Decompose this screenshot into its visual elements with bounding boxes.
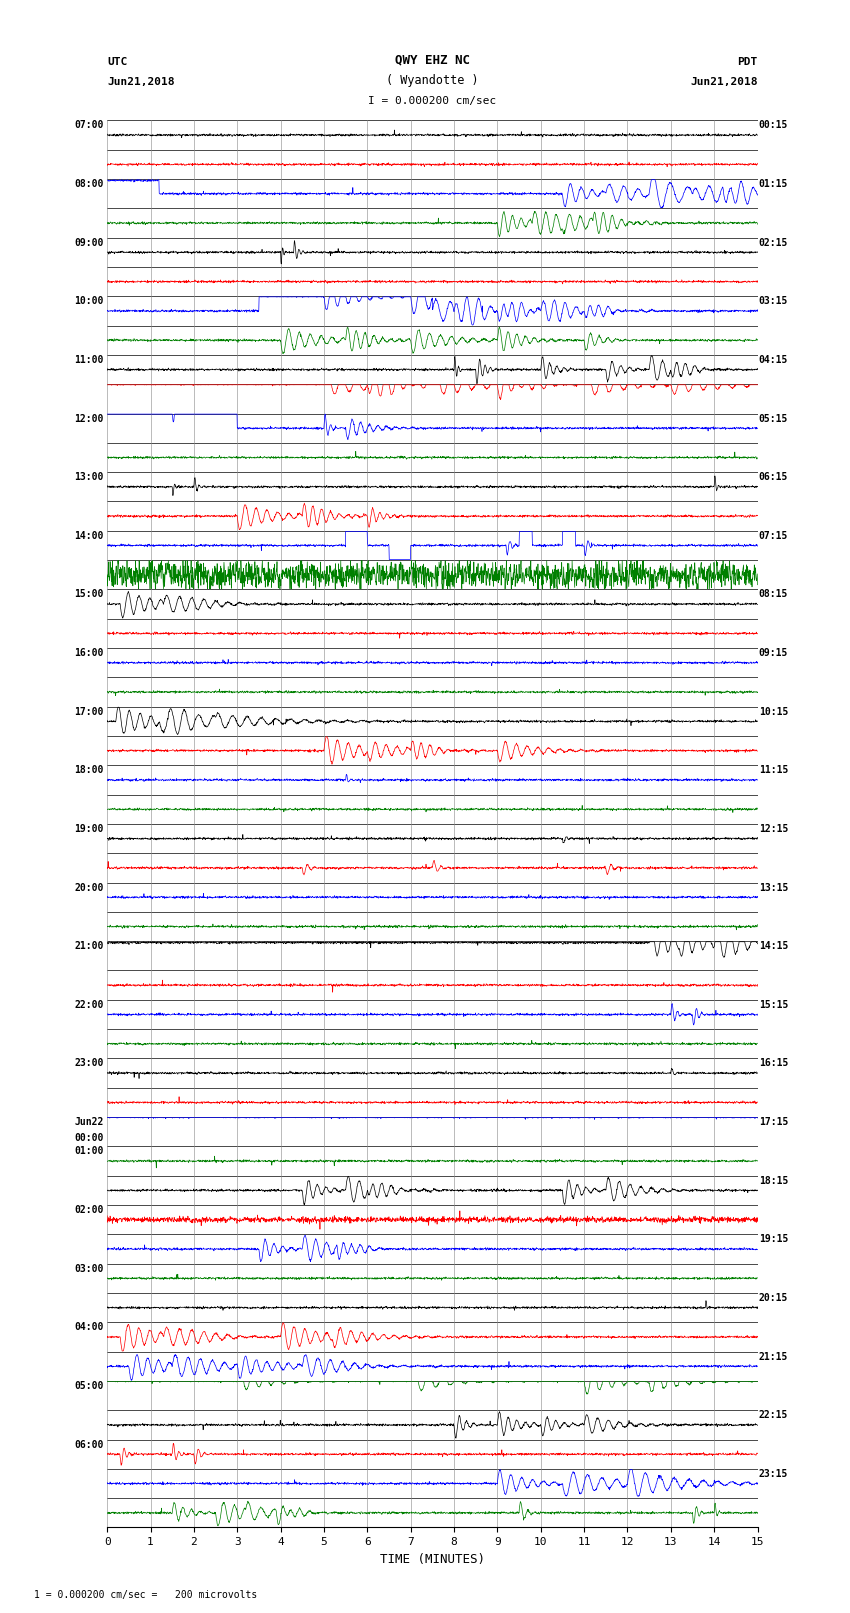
Text: UTC: UTC (107, 56, 127, 66)
Text: 22:15: 22:15 (759, 1410, 788, 1419)
Text: 03:00: 03:00 (75, 1263, 104, 1274)
Text: 15:00: 15:00 (75, 589, 104, 600)
Text: 05:00: 05:00 (75, 1381, 104, 1390)
Text: 19:15: 19:15 (759, 1234, 788, 1244)
Text: 16:00: 16:00 (75, 648, 104, 658)
Text: 01:15: 01:15 (759, 179, 788, 189)
Text: 09:15: 09:15 (759, 648, 788, 658)
X-axis label: TIME (MINUTES): TIME (MINUTES) (380, 1553, 484, 1566)
Text: 11:15: 11:15 (759, 765, 788, 776)
Text: 23:15: 23:15 (759, 1469, 788, 1479)
Text: 14:15: 14:15 (759, 940, 788, 952)
Text: 21:15: 21:15 (759, 1352, 788, 1361)
Text: 02:00: 02:00 (75, 1205, 104, 1215)
Text: 07:15: 07:15 (759, 531, 788, 540)
Text: 07:00: 07:00 (75, 121, 104, 131)
Text: 08:00: 08:00 (75, 179, 104, 189)
Text: 11:00: 11:00 (75, 355, 104, 365)
Text: PDT: PDT (737, 56, 757, 66)
Text: 21:00: 21:00 (75, 940, 104, 952)
Text: 08:15: 08:15 (759, 589, 788, 600)
Text: 12:15: 12:15 (759, 824, 788, 834)
Text: 06:00: 06:00 (75, 1439, 104, 1450)
Text: 17:15: 17:15 (759, 1118, 788, 1127)
Text: 03:15: 03:15 (759, 297, 788, 306)
Text: I = 0.000200 cm/sec: I = 0.000200 cm/sec (368, 97, 496, 106)
Text: 20:00: 20:00 (75, 882, 104, 892)
Text: 15:15: 15:15 (759, 1000, 788, 1010)
Text: 16:15: 16:15 (759, 1058, 788, 1068)
Text: Jun21,2018: Jun21,2018 (107, 76, 174, 87)
Text: 00:15: 00:15 (759, 121, 788, 131)
Text: 22:00: 22:00 (75, 1000, 104, 1010)
Text: 06:15: 06:15 (759, 473, 788, 482)
Text: 10:00: 10:00 (75, 297, 104, 306)
Text: Jun21,2018: Jun21,2018 (690, 76, 757, 87)
Text: 02:15: 02:15 (759, 237, 788, 248)
Text: 18:00: 18:00 (75, 765, 104, 776)
Text: 00:00: 00:00 (75, 1134, 104, 1144)
Text: 18:15: 18:15 (759, 1176, 788, 1186)
Text: 19:00: 19:00 (75, 824, 104, 834)
Text: Jun22: Jun22 (75, 1118, 104, 1127)
Text: 14:00: 14:00 (75, 531, 104, 540)
Text: 17:00: 17:00 (75, 706, 104, 716)
Text: 04:00: 04:00 (75, 1323, 104, 1332)
Text: 13:15: 13:15 (759, 882, 788, 892)
Text: 01:00: 01:00 (75, 1147, 104, 1157)
Text: 13:00: 13:00 (75, 473, 104, 482)
Text: 20:15: 20:15 (759, 1294, 788, 1303)
Text: 09:00: 09:00 (75, 237, 104, 248)
Text: 12:00: 12:00 (75, 413, 104, 424)
Text: 05:15: 05:15 (759, 413, 788, 424)
Text: 04:15: 04:15 (759, 355, 788, 365)
Text: ( Wyandotte ): ( Wyandotte ) (386, 74, 479, 87)
Text: 23:00: 23:00 (75, 1058, 104, 1068)
Text: 1 = 0.000200 cm/sec =   200 microvolts: 1 = 0.000200 cm/sec = 200 microvolts (34, 1590, 258, 1600)
Text: 10:15: 10:15 (759, 706, 788, 716)
Text: QWY EHZ NC: QWY EHZ NC (395, 53, 470, 66)
